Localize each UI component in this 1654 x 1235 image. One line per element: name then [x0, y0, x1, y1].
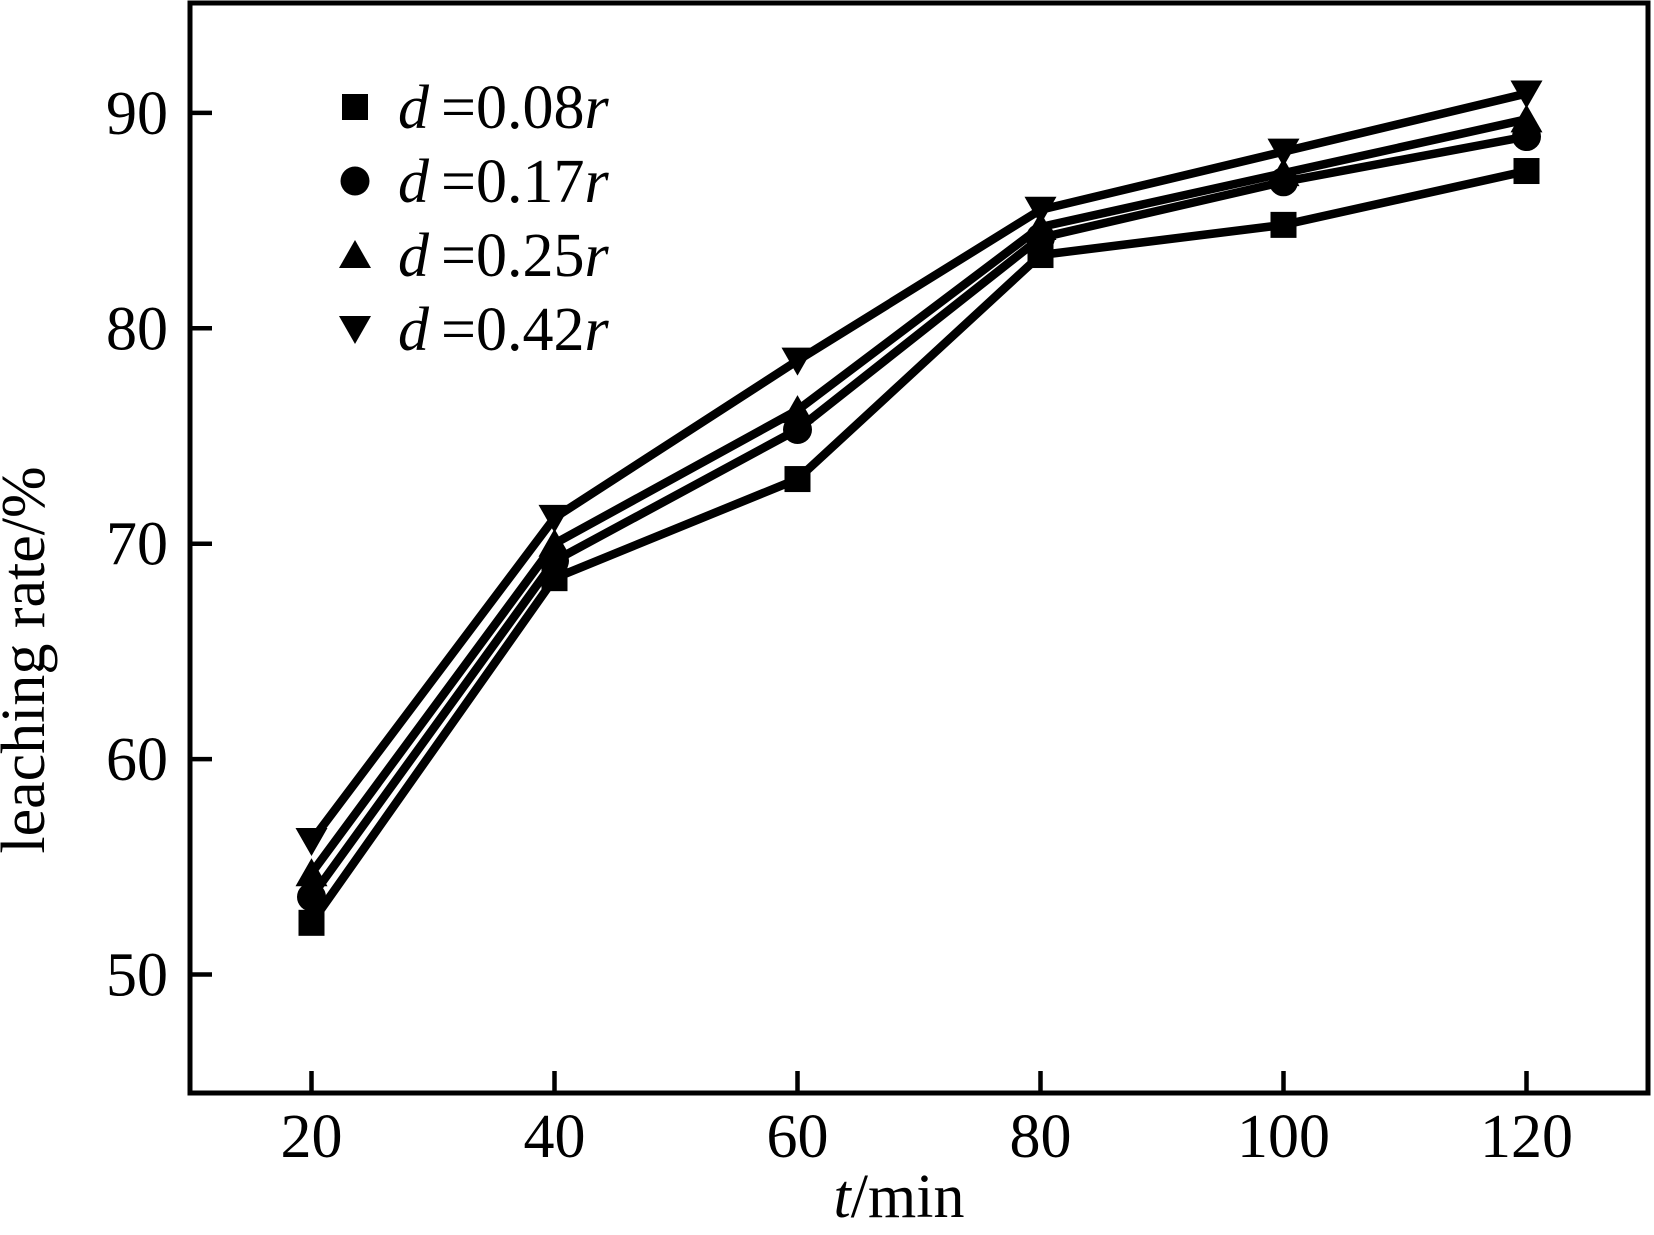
x-tick-label: 120	[1480, 1103, 1573, 1171]
series-line-square	[308, 166, 1528, 926]
data-marker-triangle-up	[1024, 212, 1057, 241]
data-marker-triangle-down	[295, 827, 328, 856]
x-tick-label: 40	[524, 1103, 586, 1171]
legend-label-triangle-down: d =0.42r	[398, 296, 609, 364]
legend-marker-triangle-down	[339, 316, 371, 344]
x-tick-label: 100	[1237, 1103, 1330, 1171]
plot-frame	[187, 0, 1651, 1096]
data-marker-triangle-up	[538, 528, 571, 557]
data-marker-triangle-down	[1024, 196, 1057, 225]
data-marker-square	[1513, 158, 1540, 185]
series-line-circle	[308, 132, 1528, 900]
series-line-triangle-down	[308, 89, 1528, 844]
data-marker-triangle-up	[295, 858, 328, 887]
legend-label-circle: d =0.17r	[398, 148, 609, 216]
y-tick-label: 70	[106, 511, 168, 579]
data-marker-triangle-down	[538, 504, 571, 533]
legend-label-square: d =0.08r	[398, 74, 609, 142]
y-axis-label: leaching rate/%	[0, 466, 58, 853]
data-marker-square	[784, 466, 811, 493]
data-marker-square	[1270, 211, 1297, 238]
legend-label-triangle-up: d =0.25r	[398, 222, 609, 290]
x-tick-label: 80	[1010, 1103, 1072, 1171]
legend-marker-square	[342, 94, 368, 120]
y-tick-label: 60	[106, 726, 168, 794]
x-tick-label: 20	[281, 1103, 343, 1171]
legend-marker-circle	[340, 166, 370, 196]
x-axis-label: t/min	[834, 1163, 965, 1231]
data-marker-square	[298, 909, 325, 936]
data-marker-triangle-up	[781, 395, 814, 424]
y-tick-label: 80	[106, 295, 168, 363]
data-marker-triangle-down	[1510, 80, 1543, 109]
x-tick-label: 60	[767, 1103, 829, 1171]
data-marker-circle	[297, 882, 326, 912]
y-tick-label: 90	[106, 80, 168, 148]
data-marker-triangle-down	[781, 347, 814, 376]
legend-marker-triangle-up	[339, 240, 371, 268]
data-marker-triangle-down	[1267, 138, 1300, 167]
data-marker-triangle-up	[1267, 158, 1300, 187]
data-marker-triangle-up	[1510, 104, 1543, 133]
y-tick-label: 50	[106, 942, 168, 1010]
series-line-triangle-up	[308, 115, 1528, 876]
